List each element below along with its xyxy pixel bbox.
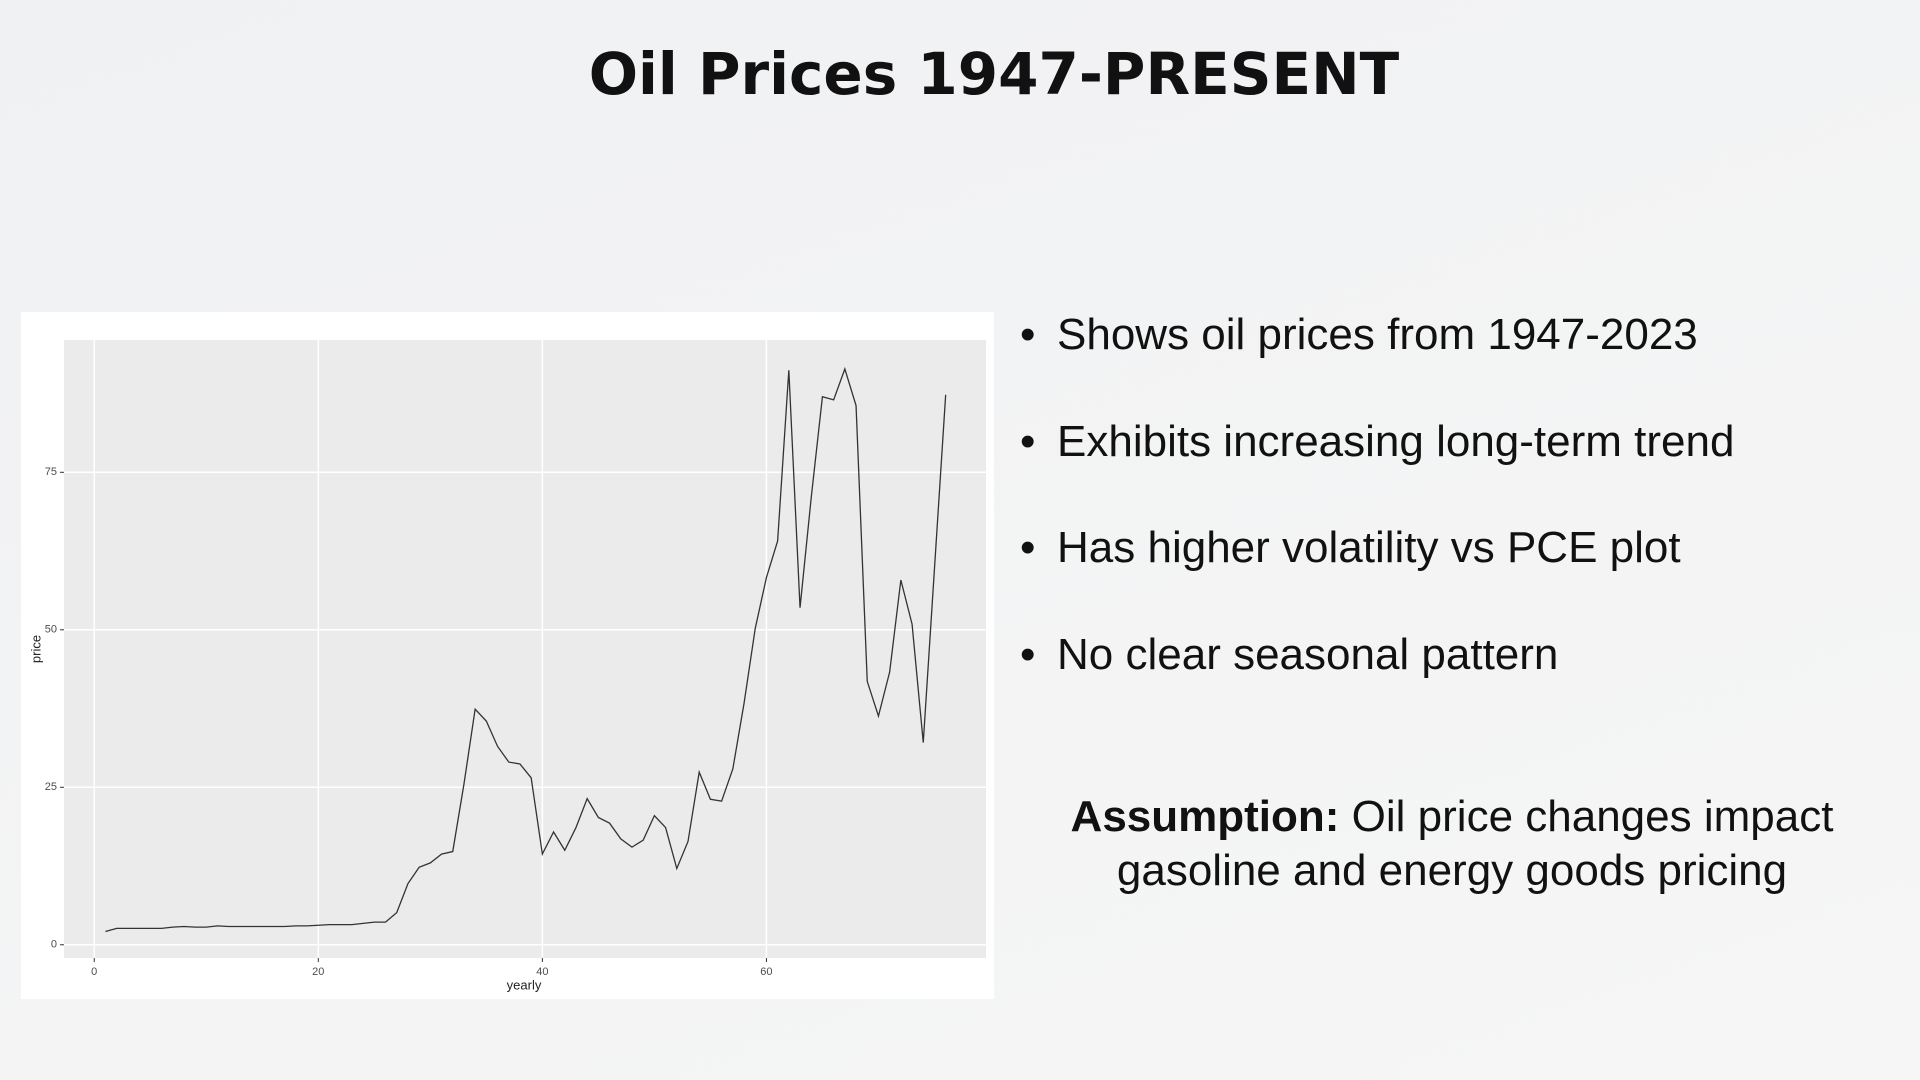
slide-title: Oil Prices 1947-PRESENT	[588, 40, 1400, 108]
bullet-dot: •	[1020, 310, 1036, 359]
x-tick-label: 0	[91, 966, 97, 978]
assumption-label: Assumption:	[1070, 792, 1340, 841]
bullet-text: Exhibits increasing long-term trend	[1057, 417, 1735, 466]
y-tick-label: 0	[51, 939, 57, 951]
price-line	[105, 366, 947, 933]
bullet-dot: •	[1020, 417, 1036, 466]
x-tick-label: 20	[312, 966, 324, 978]
assumption: Assumption: Oil price changes impact gas…	[1052, 790, 1852, 898]
x-tick-label: 40	[536, 966, 548, 978]
y-axis-title: price	[28, 635, 43, 663]
bullet-text: Has higher volatility vs PCE plot	[1057, 523, 1681, 572]
bullet-dot: •	[1020, 523, 1036, 572]
x-tick-label: 60	[760, 966, 772, 978]
plot-panel	[64, 340, 986, 958]
y-tick-label: 25	[45, 781, 57, 793]
x-axis-title: yearly	[507, 977, 542, 992]
chart: yearly price 0 25 50 75 0 20 40 60	[21, 312, 994, 999]
assumption-text: Oil price changes impact gasoline and en…	[1116, 792, 1834, 895]
bullet-dot: •	[1020, 630, 1036, 679]
bullet-text: Shows oil prices from 1947-2023	[1057, 310, 1698, 359]
y-tick-label: 75	[45, 466, 57, 478]
bullet-text: No clear seasonal pattern	[1057, 630, 1559, 679]
y-tick-label: 50	[45, 624, 57, 636]
